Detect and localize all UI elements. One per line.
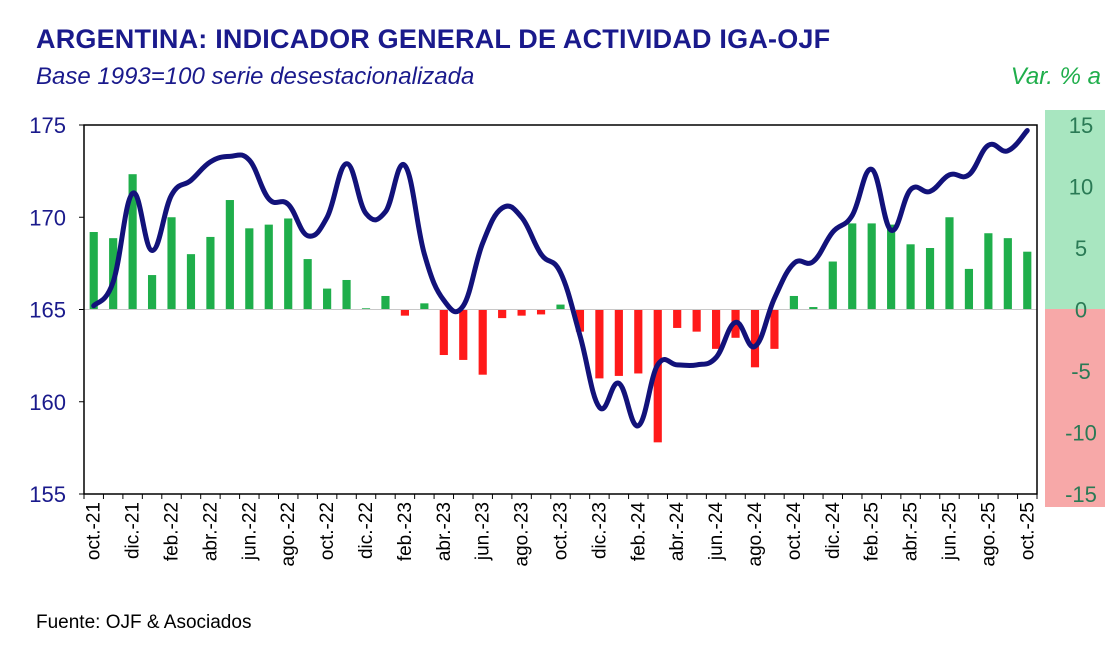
bar-feb.-22 bbox=[167, 217, 176, 310]
x-tick-label: dic.-22 bbox=[356, 502, 377, 559]
bar-oct.-23 bbox=[556, 304, 565, 310]
left-tick-label: 165 bbox=[29, 298, 66, 323]
bar-dic.-22 bbox=[361, 308, 371, 310]
x-tick-label: abr.-24 bbox=[667, 502, 688, 562]
bar-feb.-23 bbox=[400, 309, 409, 316]
bar-may.-24 bbox=[692, 309, 701, 332]
bar-ene.-23 bbox=[381, 295, 390, 310]
bar-mar.-24 bbox=[653, 309, 662, 443]
x-tick-label: oct.-23 bbox=[551, 502, 572, 560]
bar-sep.-23 bbox=[536, 309, 546, 315]
activity-index-line bbox=[91, 128, 1030, 429]
right-tick-label: 0 bbox=[1075, 298, 1087, 323]
bar-ago.-22 bbox=[284, 218, 293, 310]
x-tick-label: feb.-24 bbox=[628, 502, 649, 562]
bar-dic.-23 bbox=[595, 309, 604, 379]
bar-ene.-25 bbox=[848, 223, 857, 310]
bar-ago.-25 bbox=[984, 233, 993, 310]
bar-may.-25 bbox=[925, 248, 935, 310]
bar-nov.-24 bbox=[809, 307, 818, 310]
x-tick-label: oct.-25 bbox=[1017, 502, 1038, 560]
x-tick-label: oct.-22 bbox=[317, 502, 338, 560]
left-tick-label: 170 bbox=[29, 205, 66, 230]
source-note: Fuente: OJF & Asociados bbox=[36, 612, 252, 633]
bar-dic.-21 bbox=[128, 174, 137, 310]
bar-oct.-25 bbox=[1023, 251, 1032, 310]
bar-may.-23 bbox=[459, 309, 468, 360]
bar-series bbox=[89, 174, 1032, 443]
x-tick-label: abr.-25 bbox=[901, 502, 922, 561]
x-tick-label: abr.-22 bbox=[200, 502, 221, 561]
bar-jun.-23 bbox=[478, 309, 487, 375]
x-tick-label: dic.-24 bbox=[823, 502, 844, 559]
x-tick-label: feb.-23 bbox=[395, 502, 416, 561]
bar-mar.-22 bbox=[186, 254, 196, 310]
negative-band bbox=[1045, 309, 1105, 507]
bar-dic.-24 bbox=[828, 261, 837, 310]
x-tick-label: jun.-23 bbox=[473, 502, 494, 561]
x-tick-label: oct.-21 bbox=[84, 502, 105, 560]
bar-jun.-22 bbox=[245, 228, 254, 310]
bar-nov.-22 bbox=[342, 279, 351, 310]
right-tick-label: -5 bbox=[1071, 359, 1091, 384]
right-tick-label: 10 bbox=[1069, 175, 1093, 200]
bar-may.-22 bbox=[225, 200, 234, 310]
bar-sep.-22 bbox=[303, 259, 312, 310]
x-tick-label: oct.-24 bbox=[784, 502, 805, 561]
x-tick-label: dic.-23 bbox=[589, 502, 610, 559]
chart-title: ARGENTINA: INDICADOR GENERAL DE ACTIVIDA… bbox=[36, 24, 831, 54]
bar-jul.-23 bbox=[498, 309, 507, 319]
right-tick-label: -15 bbox=[1065, 482, 1097, 507]
x-tick-label: dic.-21 bbox=[123, 502, 144, 559]
x-tick-label: feb.-22 bbox=[162, 502, 183, 561]
bar-abr.-25 bbox=[906, 244, 915, 310]
bar-abr.-22 bbox=[206, 236, 215, 310]
bar-jun.-25 bbox=[945, 217, 954, 310]
chart-subtitle: Base 1993=100 serie desestacionalizada bbox=[36, 63, 475, 90]
left-axis: 175 170 165 160 155 bbox=[29, 113, 84, 507]
x-tick-label: ago.-22 bbox=[278, 502, 299, 566]
bar-oct.-22 bbox=[323, 288, 332, 310]
bar-jul.-22 bbox=[264, 224, 273, 310]
bar-oct.-21 bbox=[89, 232, 98, 310]
x-axis: oct.-21 dic.-21 feb.-22 abr.-22 jun.-22 ago.-… bbox=[83, 494, 1038, 567]
bar-jun.-24 bbox=[712, 309, 721, 349]
bar-ene.-24 bbox=[614, 309, 623, 376]
left-tick-label: 175 bbox=[29, 113, 66, 138]
x-tick-label: feb.-25 bbox=[862, 502, 883, 561]
bar-abr.-24 bbox=[673, 309, 682, 328]
left-tick-label: 160 bbox=[29, 390, 66, 415]
right-axis-label: Var. % a bbox=[1010, 63, 1101, 90]
bar-sep.-25 bbox=[1003, 238, 1012, 310]
x-tick-label: ago.-24 bbox=[745, 502, 766, 567]
bar-ago.-23 bbox=[517, 309, 526, 316]
right-axis: 15 10 5 0 -5 -10 -15 bbox=[1065, 113, 1097, 507]
x-tick-label: abr.-23 bbox=[434, 502, 455, 561]
bar-ago.-24 bbox=[750, 309, 760, 368]
bar-nov.-23 bbox=[575, 309, 585, 332]
bar-mar.-25 bbox=[887, 224, 896, 310]
right-tick-label: 5 bbox=[1075, 236, 1087, 261]
x-tick-label: jun.-25 bbox=[939, 502, 960, 561]
bar-ene.-22 bbox=[147, 275, 157, 310]
x-tick-label: jun.-24 bbox=[706, 502, 727, 562]
x-tick-label: ago.-25 bbox=[978, 502, 999, 566]
bar-sep.-24 bbox=[770, 309, 779, 349]
left-tick-label: 155 bbox=[29, 482, 66, 507]
x-tick-label: ago.-23 bbox=[512, 502, 533, 566]
bar-feb.-25 bbox=[867, 223, 876, 310]
bar-abr.-23 bbox=[439, 309, 448, 356]
bar-feb.-24 bbox=[634, 309, 643, 374]
positive-band bbox=[1045, 110, 1105, 309]
right-tick-label: -10 bbox=[1065, 421, 1097, 446]
x-tick-label: jun.-22 bbox=[239, 502, 260, 561]
right-tick-label: 15 bbox=[1069, 113, 1093, 138]
bar-jul.-25 bbox=[964, 268, 974, 310]
bar-oct.-24 bbox=[789, 295, 798, 310]
bar-mar.-23 bbox=[420, 303, 429, 310]
